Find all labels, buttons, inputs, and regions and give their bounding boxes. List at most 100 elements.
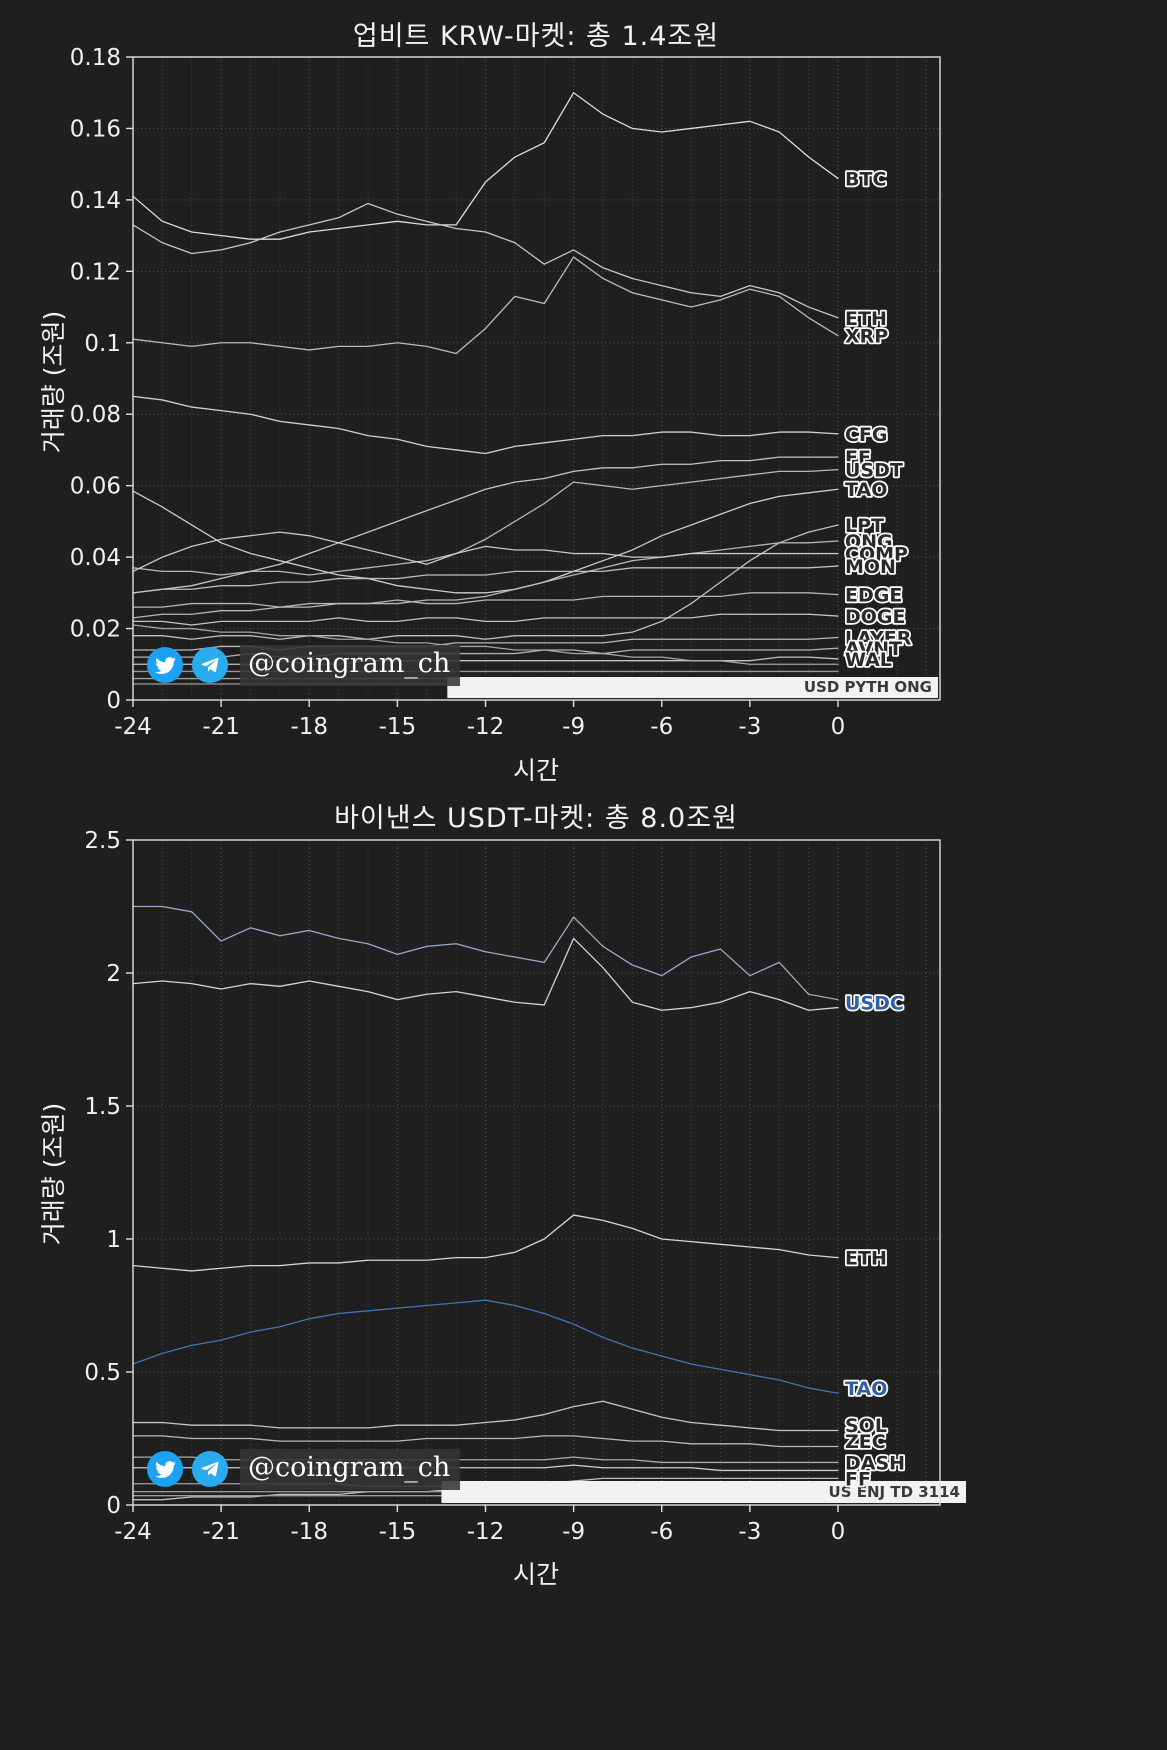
- x-tick-label: -15: [379, 714, 417, 740]
- y-tick-label: 0.16: [70, 116, 121, 142]
- series-line-zec: [132, 1435, 839, 1448]
- overlapping-labels-band: [441, 1481, 966, 1503]
- series-label-eth: ETH: [845, 1248, 887, 1270]
- series-line-unlabeled-top: [132, 937, 839, 1011]
- series-line-sol: [132, 1400, 839, 1432]
- y-tick-label: 0.5: [84, 1360, 121, 1386]
- series-label-wal: WAL: [845, 649, 892, 671]
- series-label-layer: LAYER: [845, 627, 912, 649]
- x-tick-label: -24: [114, 1519, 152, 1545]
- x-tick-label: -9: [562, 1519, 585, 1545]
- series-line-doge: [132, 613, 839, 626]
- x-tick-label: -15: [379, 1519, 417, 1545]
- series-line-ong: [132, 540, 839, 619]
- upbit-y-axis-label: 거래량 (조원): [39, 310, 68, 454]
- x-tick-label: -3: [738, 714, 761, 740]
- x-tick-label: -6: [650, 1519, 673, 1545]
- x-tick-label: -6: [650, 714, 673, 740]
- series-line-btc: [132, 92, 839, 240]
- y-tick-label: 0: [106, 688, 121, 714]
- telegram-icon: [191, 1450, 229, 1488]
- overlapping-labels-text: US ENJ TD 3114: [829, 1483, 960, 1501]
- chart-binance: US ENJ TD 3114 -24 -21 -18 -15 -12 -9 -6 -3 0 0 0.5…: [84, 828, 966, 1545]
- watermark-upbit: @coingram_ch: [146, 644, 461, 686]
- binance-x-axis-label: 시간: [512, 1560, 559, 1589]
- y-tick-label: 1: [106, 1227, 121, 1253]
- series-label-doge: DOGE: [845, 606, 906, 628]
- twitter-icon: [146, 1450, 184, 1488]
- y-tick-label: 0.02: [70, 617, 121, 643]
- y-tick-label: 1.5: [84, 1094, 121, 1120]
- x-tick-label: -21: [202, 1519, 240, 1545]
- x-tick-label: 0: [831, 714, 846, 740]
- y-tick-label: 0.04: [70, 545, 121, 571]
- series-label-cfg: CFG: [845, 424, 888, 446]
- x-tick-label: 0: [831, 1519, 846, 1545]
- series-label-zec: ZEC: [845, 1431, 886, 1453]
- series-line-tao: [132, 1299, 839, 1394]
- series-line-usdc: [132, 905, 839, 1001]
- x-tick-label: -3: [738, 1519, 761, 1545]
- series-label-avnt: AVNT: [845, 638, 902, 660]
- upbit-x-axis-label: 시간: [512, 756, 559, 785]
- y-tick-label: 2: [106, 961, 121, 987]
- watermark-handle: @coingram_ch: [240, 1448, 461, 1490]
- y-tick-label: 0.08: [70, 402, 121, 428]
- series-label-btc: BTC: [845, 168, 886, 190]
- series-label-eth: ETH: [845, 308, 887, 330]
- series-line-xrp: [132, 256, 839, 355]
- x-tick-label: -18: [290, 714, 328, 740]
- series-label-comp: COMP: [845, 544, 908, 566]
- series-line-eth: [132, 202, 839, 319]
- plot-frame: [132, 56, 941, 701]
- watermark-handle: @coingram_ch: [240, 644, 461, 686]
- watermark-binance: @coingram_ch: [146, 1448, 461, 1490]
- series-label-usdt: USDT: [845, 460, 903, 482]
- telegram-icon: [191, 646, 229, 684]
- x-tick-label: -21: [202, 714, 240, 740]
- binance-chart-title: 바이낸스 USDT-마켓: 총 8.0조원: [334, 803, 738, 834]
- series-line-minor-1: [132, 624, 839, 665]
- series-line-edge: [132, 592, 839, 608]
- series-label-xrp: XRP: [845, 326, 888, 348]
- series-line-mon: [132, 565, 839, 594]
- series-line-tao: [132, 488, 839, 594]
- series-label-lpt: LPT: [845, 515, 884, 537]
- series-line-lpt: [132, 524, 839, 640]
- y-tick-label: 0: [106, 1493, 121, 1519]
- series-label-mon: MON: [845, 556, 896, 578]
- overlapping-labels-text: USD PYTH ONG: [804, 678, 932, 696]
- series-label-tao: TAO: [845, 1378, 887, 1400]
- series-label-edge: EDGE: [845, 585, 902, 607]
- plot-frame: [132, 839, 941, 1506]
- x-tick-label: -24: [114, 714, 152, 740]
- series-label-usdc: USDC: [845, 992, 904, 1014]
- x-tick-label: -18: [290, 1519, 328, 1545]
- series-line-usdt: [132, 468, 839, 576]
- y-tick-label: 0.18: [70, 45, 121, 71]
- y-tick-label: 0.1: [84, 331, 121, 357]
- series-label-tao: TAO: [845, 479, 887, 501]
- series-line-eth: [132, 1214, 839, 1272]
- chart-upbit: USD PYTH ONG -24 -21 -18 -15 -12 -9 -6 -3 0 0 0.02 0…: [70, 45, 941, 740]
- series-line-comp: [132, 531, 839, 573]
- series-label-ong: ONG: [845, 531, 893, 553]
- upbit-chart-title: 업비트 KRW-마켓: 총 1.4조원: [352, 21, 720, 52]
- y-tick-label: 2.5: [84, 828, 121, 854]
- series-label-sol: SOL: [845, 1415, 887, 1437]
- series-line-cfg: [132, 395, 839, 455]
- x-tick-label: -12: [467, 714, 505, 740]
- overlapping-labels-band: [447, 677, 938, 698]
- series-label-dash: DASH: [845, 1452, 905, 1474]
- series-label-ff: FF: [845, 1468, 871, 1490]
- x-tick-label: -9: [562, 714, 585, 740]
- twitter-icon: [146, 646, 184, 684]
- y-tick-label: 0.06: [70, 474, 121, 500]
- y-tick-label: 0.12: [70, 259, 121, 285]
- binance-y-axis-label: 거래량 (조원): [39, 1102, 68, 1246]
- y-tick-label: 0.14: [70, 188, 121, 214]
- x-tick-label: -12: [467, 1519, 505, 1545]
- series-label-ff: FF: [845, 447, 871, 469]
